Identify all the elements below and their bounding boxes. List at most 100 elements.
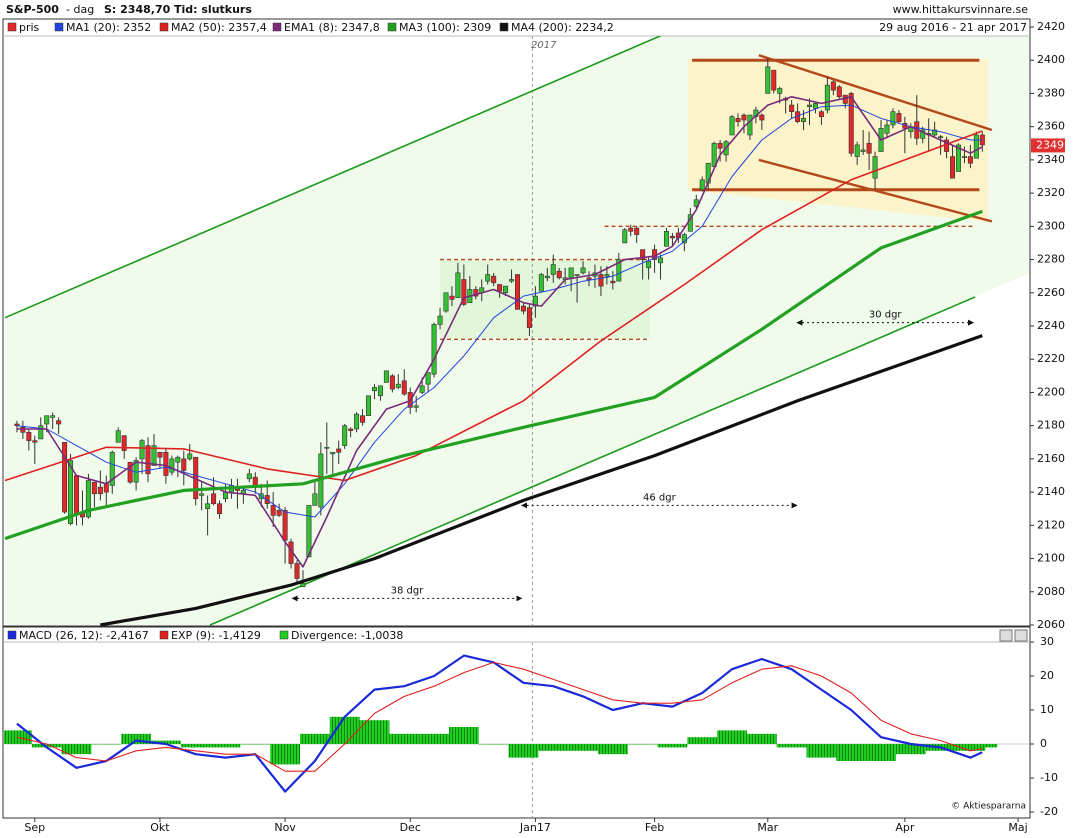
candle-body bbox=[68, 460, 74, 524]
source: www.hittakursvinnare.se bbox=[893, 3, 1029, 16]
divergence-bar bbox=[806, 744, 837, 758]
candle-body bbox=[616, 259, 622, 282]
y-tick-label: 0 bbox=[1040, 737, 1047, 750]
candle-body bbox=[884, 124, 890, 134]
candle-body bbox=[127, 461, 133, 483]
divergence-bar bbox=[270, 744, 300, 765]
span-label: 46 dgr bbox=[643, 492, 677, 503]
candle-body bbox=[74, 475, 80, 515]
y-tick-label: 2060 bbox=[1037, 618, 1065, 631]
candle-body bbox=[139, 440, 145, 460]
legend-label: Divergence: -1,0038 bbox=[291, 629, 403, 642]
divergence-bar bbox=[151, 740, 181, 744]
span-label: 38 dgr bbox=[391, 585, 425, 596]
y-tick-label: 2240 bbox=[1037, 319, 1065, 332]
candle-body bbox=[395, 383, 401, 388]
candle-body bbox=[801, 118, 807, 122]
candle-body bbox=[485, 274, 491, 282]
candle-body bbox=[550, 264, 556, 275]
candle-body bbox=[812, 103, 818, 109]
divergence-bar bbox=[717, 730, 747, 744]
legend-label: MA1 (20): 2352 bbox=[66, 21, 151, 34]
divergence-bar bbox=[61, 744, 92, 755]
y-tick-label: 2120 bbox=[1037, 518, 1065, 531]
candle-body bbox=[938, 136, 944, 138]
candle-body bbox=[950, 156, 956, 179]
legend-swatch bbox=[387, 22, 397, 32]
candle-body bbox=[371, 387, 377, 392]
candle-body bbox=[115, 430, 121, 443]
candle-body bbox=[26, 432, 32, 441]
candle-body bbox=[56, 420, 62, 425]
candle-body bbox=[967, 156, 973, 164]
candle-body bbox=[449, 295, 455, 300]
candle-body bbox=[431, 324, 437, 375]
candle-body bbox=[503, 285, 509, 294]
y-tick-label: 2200 bbox=[1037, 385, 1065, 398]
y-tick-label: 20 bbox=[1040, 669, 1054, 682]
candle-body bbox=[789, 104, 795, 113]
y-tick-label: 2100 bbox=[1037, 552, 1065, 565]
last-close: S: 2348,70 bbox=[104, 3, 171, 16]
legend-swatch bbox=[159, 22, 169, 32]
candle-body bbox=[300, 583, 306, 588]
divergence-bar bbox=[91, 744, 122, 745]
candle-body bbox=[824, 84, 830, 111]
candle-body bbox=[628, 227, 634, 232]
divergence-bar bbox=[180, 744, 211, 748]
candle-body bbox=[741, 114, 747, 121]
candle-body bbox=[97, 486, 103, 495]
macd-plot bbox=[4, 643, 1030, 817]
trend-line bbox=[4, 36, 663, 319]
y-tick-label: 30 bbox=[1040, 635, 1054, 648]
x-tick-label: Sep bbox=[24, 821, 45, 834]
date-range: 29 aug 2016 - 21 apr 2017 bbox=[879, 21, 1027, 34]
candle-body bbox=[276, 510, 282, 516]
divergence-bar bbox=[568, 744, 598, 751]
candle-body bbox=[658, 257, 664, 264]
legend-label: MACD (26, 12): -2,4167 bbox=[19, 629, 149, 642]
legend-label: EMA1 (8): 2347,8 bbox=[284, 21, 380, 34]
legend-label: MA2 (50): 2357,4 bbox=[171, 21, 267, 34]
macd-line bbox=[16, 661, 983, 772]
candle-body bbox=[270, 505, 276, 516]
y-tick-label: 2080 bbox=[1037, 585, 1065, 598]
candle-body bbox=[169, 458, 175, 473]
candle-body bbox=[366, 395, 372, 416]
candle-body bbox=[306, 505, 312, 558]
candle-body bbox=[955, 144, 961, 172]
last-price-tag bbox=[1031, 138, 1065, 153]
candle-body bbox=[312, 493, 318, 506]
zoom-out[interactable] bbox=[1014, 629, 1028, 642]
candle-body bbox=[646, 260, 652, 269]
candle-body bbox=[890, 111, 896, 126]
candle-body bbox=[222, 491, 228, 500]
price-type: Tid: slutkurs bbox=[174, 3, 252, 16]
candle-body bbox=[217, 503, 223, 515]
divergence-bar bbox=[359, 720, 390, 744]
candle-body bbox=[854, 144, 860, 157]
candle-body bbox=[336, 448, 342, 453]
divergence-bar bbox=[967, 744, 998, 748]
candle-body bbox=[360, 415, 366, 423]
ma-line bbox=[100, 334, 983, 626]
candle-body bbox=[777, 88, 783, 94]
macd-panel-border bbox=[2, 626, 1031, 819]
candle-body bbox=[324, 446, 330, 449]
candle-body bbox=[568, 267, 574, 279]
candle-body bbox=[896, 113, 902, 122]
candle-body bbox=[729, 116, 735, 136]
ma-line bbox=[4, 130, 983, 482]
y-tick-label: 2340 bbox=[1037, 153, 1065, 166]
divergence-bar bbox=[419, 733, 449, 744]
divergence-bar bbox=[687, 737, 718, 744]
zoom-icons[interactable] bbox=[999, 629, 1028, 642]
candle-body bbox=[91, 481, 97, 495]
candle-body bbox=[830, 81, 836, 91]
span-label: 30 dgr bbox=[869, 310, 903, 321]
legend-swatch bbox=[54, 22, 64, 32]
candle-body bbox=[532, 295, 538, 307]
interval: - dag bbox=[66, 3, 94, 16]
zoom-in[interactable] bbox=[999, 629, 1013, 642]
